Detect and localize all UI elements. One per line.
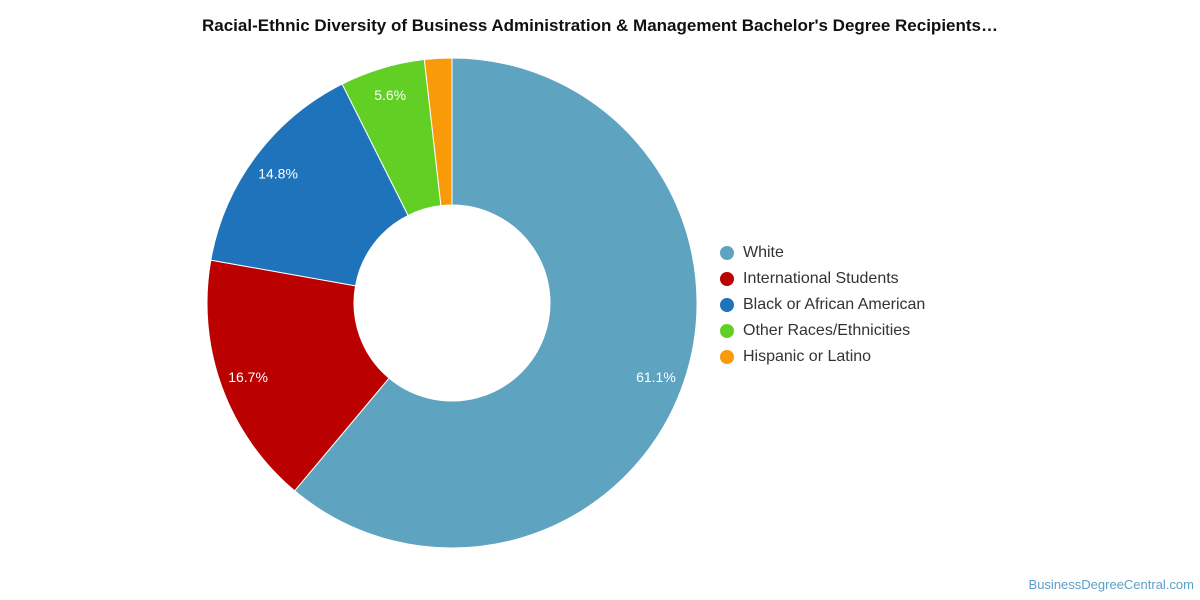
slice-international-students[interactable] [206, 259, 390, 492]
slice-label-international-students: 16.7% [228, 369, 268, 385]
legend-label-international-students: International Students [743, 270, 899, 287]
legend-item-white[interactable]: White [720, 240, 925, 266]
legend-swatch-other-races-ethnicities [720, 324, 734, 338]
slice-hispanic-or-latino[interactable] [423, 57, 453, 207]
legend-swatch-hispanic-or-latino [720, 350, 734, 364]
legend-item-black-or-african-american[interactable]: Black or African American [720, 292, 925, 318]
slice-label-black-or-african-american: 14.8% [258, 165, 298, 181]
source-credit[interactable]: BusinessDegreeCentral.com [1028, 577, 1194, 592]
legend-label-white: White [743, 244, 784, 261]
legend-swatch-international-students [720, 272, 734, 286]
slice-label-other-races-ethnicities: 5.6% [374, 87, 406, 103]
chart-title: Racial-Ethnic Diversity of Business Admi… [201, 16, 998, 35]
legend-label-black-or-african-american: Black or African American [743, 296, 926, 313]
legend-item-hispanic-or-latino[interactable]: Hispanic or Latino [720, 344, 925, 370]
legend-item-international-students[interactable]: International Students [720, 266, 925, 292]
legend-swatch-white [720, 246, 734, 260]
slice-white[interactable] [293, 57, 698, 549]
legend-swatch-black-or-african-american [720, 298, 734, 312]
legend: White International Students Black or Af… [720, 240, 925, 370]
slice-black-or-african-american[interactable] [210, 83, 409, 287]
legend-label-other-races-ethnicities: Other Races/Ethnicities [743, 322, 911, 339]
slice-label-white: 61.1% [636, 369, 676, 385]
legend-label-hispanic-or-latino: Hispanic or Latino [743, 348, 872, 365]
legend-item-other-races-ethnicities[interactable]: Other Races/Ethnicities [720, 318, 925, 344]
